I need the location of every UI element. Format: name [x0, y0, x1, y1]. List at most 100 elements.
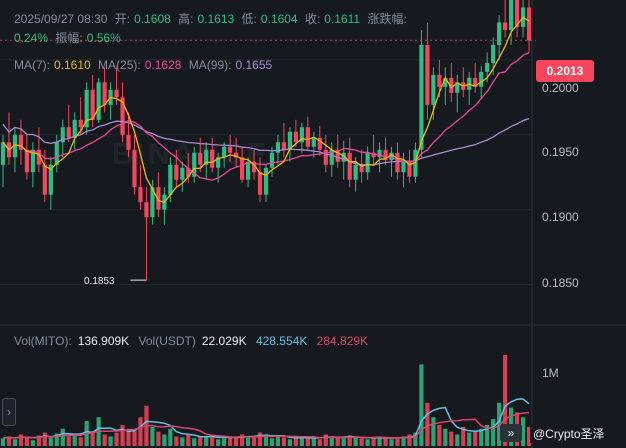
- candle-body: [497, 22, 502, 45]
- volume-bar: [102, 434, 107, 446]
- volume-bar: [30, 440, 35, 446]
- candle-body: [198, 152, 203, 165]
- volume-bar: [347, 435, 352, 446]
- volume-bar: [257, 432, 263, 446]
- candle-body: [299, 127, 304, 143]
- amplitude-label: 振幅:: [55, 31, 83, 45]
- ma25-label: MA(25):: [98, 58, 141, 72]
- candle-body: [383, 149, 388, 161]
- volume-info-line: Vol(MITO): 136.909K Vol(USDT) 22.029K 428.…: [14, 334, 374, 348]
- volume-bar: [72, 434, 77, 446]
- candle-body: [150, 187, 155, 218]
- high-value: 0.1613: [197, 12, 235, 26]
- volume-bar: [293, 438, 298, 446]
- ma7-line: [2, 16, 530, 203]
- candle-body: [144, 202, 149, 218]
- volume-bar: [497, 402, 502, 446]
- volume-bar: [341, 438, 346, 446]
- candle-body: [216, 157, 221, 168]
- close-label: 收:: [304, 12, 321, 26]
- volume-bar: [281, 437, 287, 446]
- volume-bar: [150, 426, 155, 446]
- volume-bar: [48, 437, 53, 446]
- high-label: 高:: [178, 12, 194, 26]
- change-value: 0.24%: [14, 31, 49, 45]
- volume-bar: [461, 426, 466, 446]
- candle-body: [18, 134, 24, 150]
- volume-bar: [526, 426, 532, 446]
- volume-bar: [407, 434, 412, 446]
- volume-bar: [395, 437, 400, 446]
- vol-mito-label: Vol(MITO):: [14, 334, 72, 348]
- candle-body: [234, 152, 239, 158]
- volume-bar: [0, 438, 6, 446]
- volume-ma-short-line: [2, 398, 530, 440]
- low-value: 0.1604: [260, 12, 298, 26]
- volume-bar: [311, 438, 316, 446]
- volume-bar: [78, 437, 83, 446]
- volume-bar: [120, 424, 125, 446]
- candle-body: [245, 161, 251, 180]
- ma99-value: 0.1655: [235, 58, 273, 72]
- candle-body: [180, 167, 185, 180]
- volume-bar: [329, 436, 334, 446]
- volume-bar: [228, 436, 233, 446]
- candle-body: [449, 77, 454, 93]
- volume-bar: [222, 438, 227, 446]
- volume-bar: [383, 438, 388, 446]
- volume-bar: [335, 437, 340, 446]
- candle-body: [168, 164, 173, 195]
- close-value: 0.1611: [324, 12, 361, 26]
- candle-body: [353, 164, 358, 180]
- candle-body: [36, 149, 41, 165]
- candle-body: [72, 119, 77, 138]
- volume-bar: [491, 419, 496, 446]
- candle-body: [389, 152, 394, 161]
- volume-bar: [186, 434, 191, 446]
- volume-bar: [431, 417, 436, 446]
- candle-body: [437, 74, 442, 87]
- volume-bar: [138, 417, 143, 446]
- volume-bar: [204, 437, 209, 446]
- candle-body: [174, 164, 179, 180]
- volume-bar: [126, 428, 131, 446]
- candle-body: [263, 167, 269, 195]
- volume-bar: [287, 439, 293, 446]
- volume-bar: [323, 434, 328, 446]
- candle-body: [335, 149, 340, 162]
- last-price-tag: 0.2013: [536, 60, 594, 82]
- volume-bar: [299, 437, 304, 446]
- volume-bar: [60, 428, 65, 446]
- volume-bar: [473, 430, 478, 446]
- ma7-value: 0.1610: [54, 58, 91, 72]
- volume-bar: [503, 354, 508, 446]
- candle-body: [138, 187, 143, 203]
- candle-body: [192, 152, 197, 177]
- candle-body: [257, 172, 263, 195]
- ohlc-info-line: 2025/09/27 08:30 开: 0.1608 高: 0.1613 低: 0.1…: [14, 10, 411, 27]
- volume-bar: [401, 436, 406, 446]
- volume-bar: [485, 424, 490, 446]
- candle-body: [359, 164, 364, 173]
- candle-body: [526, 7, 532, 41]
- candle-body: [514, 0, 520, 27]
- fast-forward-icon[interactable]: »: [500, 424, 522, 442]
- vol-mito-value: 136.909K: [77, 334, 130, 348]
- open-value: 0.1608: [134, 12, 171, 26]
- volume-bar: [66, 436, 71, 446]
- candle-body: [293, 131, 298, 143]
- volume-bar: [479, 428, 484, 446]
- candle-body: [54, 142, 59, 165]
- volume-bar: [269, 438, 275, 446]
- ma25-value: 0.1628: [144, 58, 182, 72]
- candle-body: [311, 137, 316, 147]
- candle-body: [132, 149, 137, 188]
- chevron-right-icon[interactable]: ›: [2, 398, 16, 426]
- candle-body: [491, 44, 496, 63]
- ma25-line: [2, 52, 530, 181]
- candle-body: [341, 152, 346, 162]
- volume-bar: [245, 436, 251, 446]
- candle-body: [443, 77, 448, 87]
- volume-bar: [413, 432, 418, 446]
